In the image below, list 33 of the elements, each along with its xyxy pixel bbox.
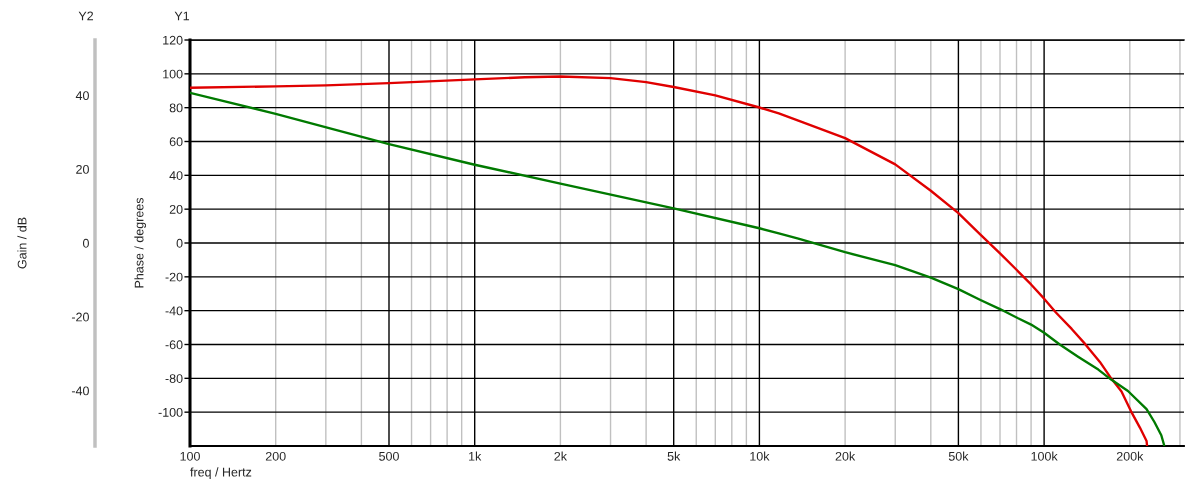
y-tick-label: 40: [169, 171, 183, 180]
x-tick-label: 2k: [554, 451, 568, 461]
y-tick-label: -20: [165, 272, 183, 282]
y2-tick-label: -40: [71, 386, 89, 396]
y-tick-label: 100: [163, 69, 183, 79]
x-tick-label: 100: [180, 451, 200, 461]
text: Y1: [174, 11, 190, 21]
x-tick-label: 20k: [835, 451, 856, 461]
x-axis-title: freq / Hertz: [190, 467, 252, 480]
y-tick-label: -40: [165, 306, 183, 316]
y2-tick-label: -20: [71, 312, 89, 322]
x-tick-label: 5k: [667, 451, 681, 461]
y2-tick-label: 0: [82, 238, 89, 248]
y-tick-label: 80: [169, 103, 183, 113]
x-tick-label: 10k: [750, 451, 770, 461]
y2-tick-label: 20: [76, 164, 89, 174]
y-tick-label: -60: [165, 340, 183, 350]
y2-axis-title: Gain / dB: [17, 217, 27, 269]
y-tick-label: 20: [169, 204, 183, 214]
x-tick-label: 1k: [469, 451, 482, 461]
y-tick-label: 120: [163, 35, 183, 45]
y-tick-label: -100: [158, 407, 183, 417]
y-tick-label: -80: [165, 374, 183, 383]
y-tick-label: 60: [169, 137, 183, 147]
x-tick-label: 500: [379, 451, 399, 461]
x-tick-label: 200k: [1116, 451, 1144, 461]
y-tick-label: 0: [176, 238, 183, 248]
y-axis-title: Phase / degrees: [134, 197, 146, 288]
x-tick-label: 200: [265, 451, 286, 461]
x-tick-label: 50k: [948, 451, 969, 461]
y2-tick-label: 40: [75, 91, 89, 101]
text: Y2: [78, 11, 94, 21]
x-tick-label: 100k: [1031, 451, 1058, 461]
